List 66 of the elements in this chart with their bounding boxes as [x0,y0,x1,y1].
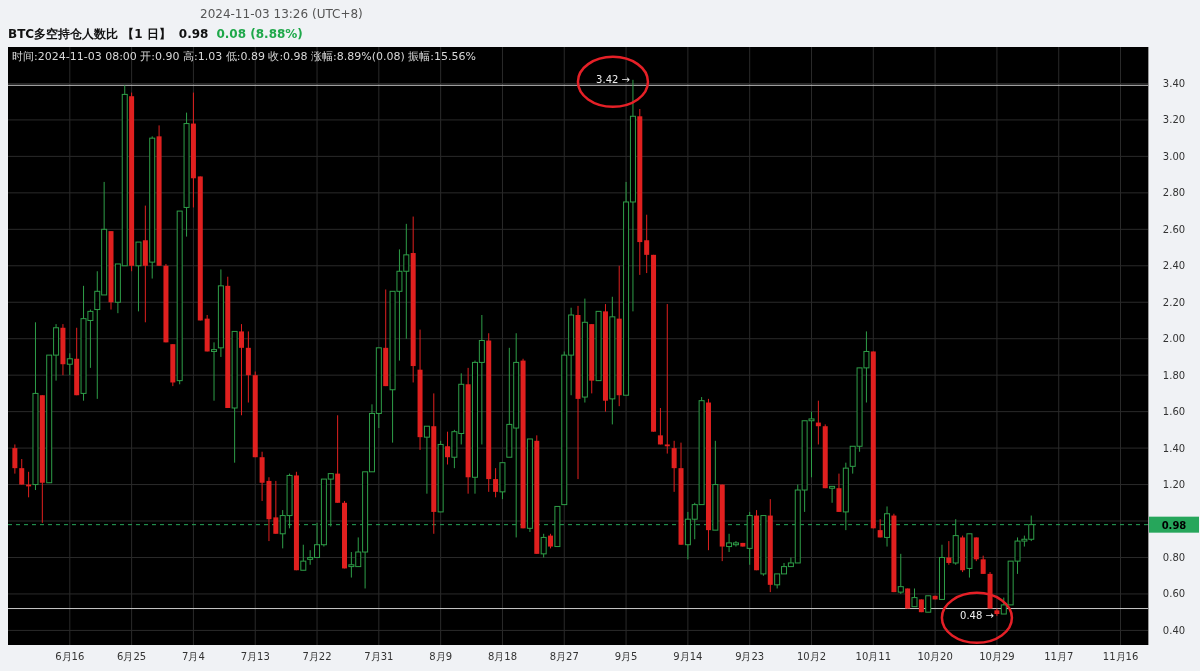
x-tick-label: 7月31 [364,651,394,662]
y-tick-label: 1.60 [1162,406,1186,418]
candlestick [884,505,891,548]
candlestick [423,425,430,495]
y-tick-label: 2.40 [1162,260,1186,272]
y-tick-label: 2.20 [1162,296,1186,308]
candlestick [273,480,279,535]
annotation: 0.48 → [960,609,994,621]
annotation: 3.42 → [596,73,630,85]
y-tick-label: 2.00 [1162,333,1186,345]
x-tick-label: 7月13 [240,651,270,662]
x-tick-label: 10月11 [855,651,892,662]
x-tick-label: 9月23 [735,651,765,662]
y-tick-label: 2.80 [1162,187,1186,199]
y-tick-label: 1.40 [1162,442,1186,454]
candlestick [897,553,904,595]
x-tick-label: 7月22 [302,651,332,662]
candlestick [493,467,499,498]
x-tick-label: 9月5 [614,651,638,662]
y-tick-label: 2.60 [1162,223,1186,235]
candlestick [135,241,142,312]
y-tick-label: 0.40 [1162,624,1186,636]
y-tick-label: 3.40 [1162,77,1186,89]
candlestick [540,533,547,558]
x-tick-label: 8月18 [487,651,517,662]
candlestick [238,323,244,416]
x-tick-label: 10月2 [796,651,827,662]
x-tick-label: 10月20 [917,651,953,662]
candlestick [905,587,911,610]
candlestick [946,540,952,566]
chart-title: BTC多空持仓人数比 【1 日】 [8,27,171,41]
y-tick-label: 3.00 [1162,150,1186,162]
candlestick [980,555,986,575]
text: 0.08 (8.88%) [216,27,303,41]
x-tick-label: 10月29 [979,651,1015,662]
x-tick-label: 6月25 [117,651,147,662]
y-tick-label: 0.60 [1162,588,1186,600]
candlestick [644,214,650,274]
candlestick [445,431,451,466]
x-tick-label: 8月9 [429,651,453,662]
candlestick [664,303,670,455]
y-tick-label: 3.20 [1162,114,1186,126]
candlestick [973,536,979,562]
candlestick [12,443,18,475]
candlestick [19,458,25,486]
text: 2024-11-03 13:26 (UTC+8) [200,7,363,21]
candlestick [671,440,677,493]
y-tick-label: 1.80 [1162,369,1186,381]
y-tick-label: 1.20 [1162,479,1186,491]
x-tick-label: 11月7 [1044,651,1074,662]
candlestick [300,544,307,571]
candlestick [657,407,663,445]
x-tick-label: 6月16 [55,651,85,662]
x-tick-label: 8月27 [549,651,579,662]
candlestick [911,587,918,608]
candlestick [211,341,218,402]
x-tick-label: 7月4 [182,651,205,662]
candlestick [66,352,73,376]
chart-subtitle: 时间:2024-11-03 08:00 开:0.90 高:1.03 低:0.89 收:0.98 涨幅:8.89%(0.08) 振幅:15.56% [12,50,476,63]
text: 0.98 [178,27,209,41]
y-tick-label: 0.80 [1162,551,1186,563]
x-tick-label: 9月14 [673,651,703,662]
candlestick [836,473,842,513]
candlestick [829,485,836,504]
x-tick-label: 11月16 [1102,651,1139,662]
ref-line-label: 0.98 [1161,519,1187,531]
